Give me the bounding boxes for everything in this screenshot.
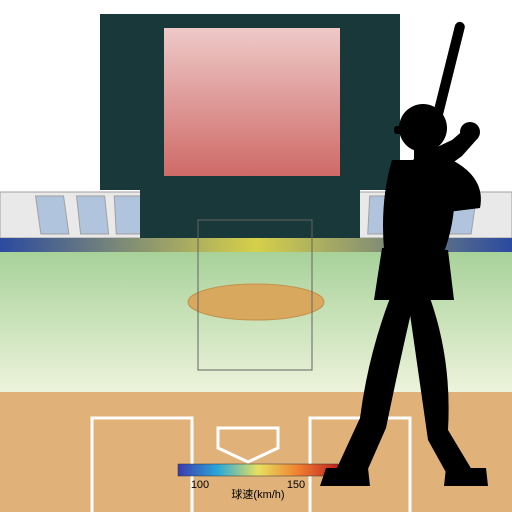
svg-text:150: 150 (287, 479, 305, 491)
colorbar-label: 球速(km/h) (231, 487, 284, 501)
svg-text:100: 100 (191, 479, 209, 491)
scoreboard-screen (164, 28, 340, 176)
pitch-location-chart: 100 150 球速(km/h) (0, 0, 512, 512)
pitchers-mound (188, 284, 324, 320)
